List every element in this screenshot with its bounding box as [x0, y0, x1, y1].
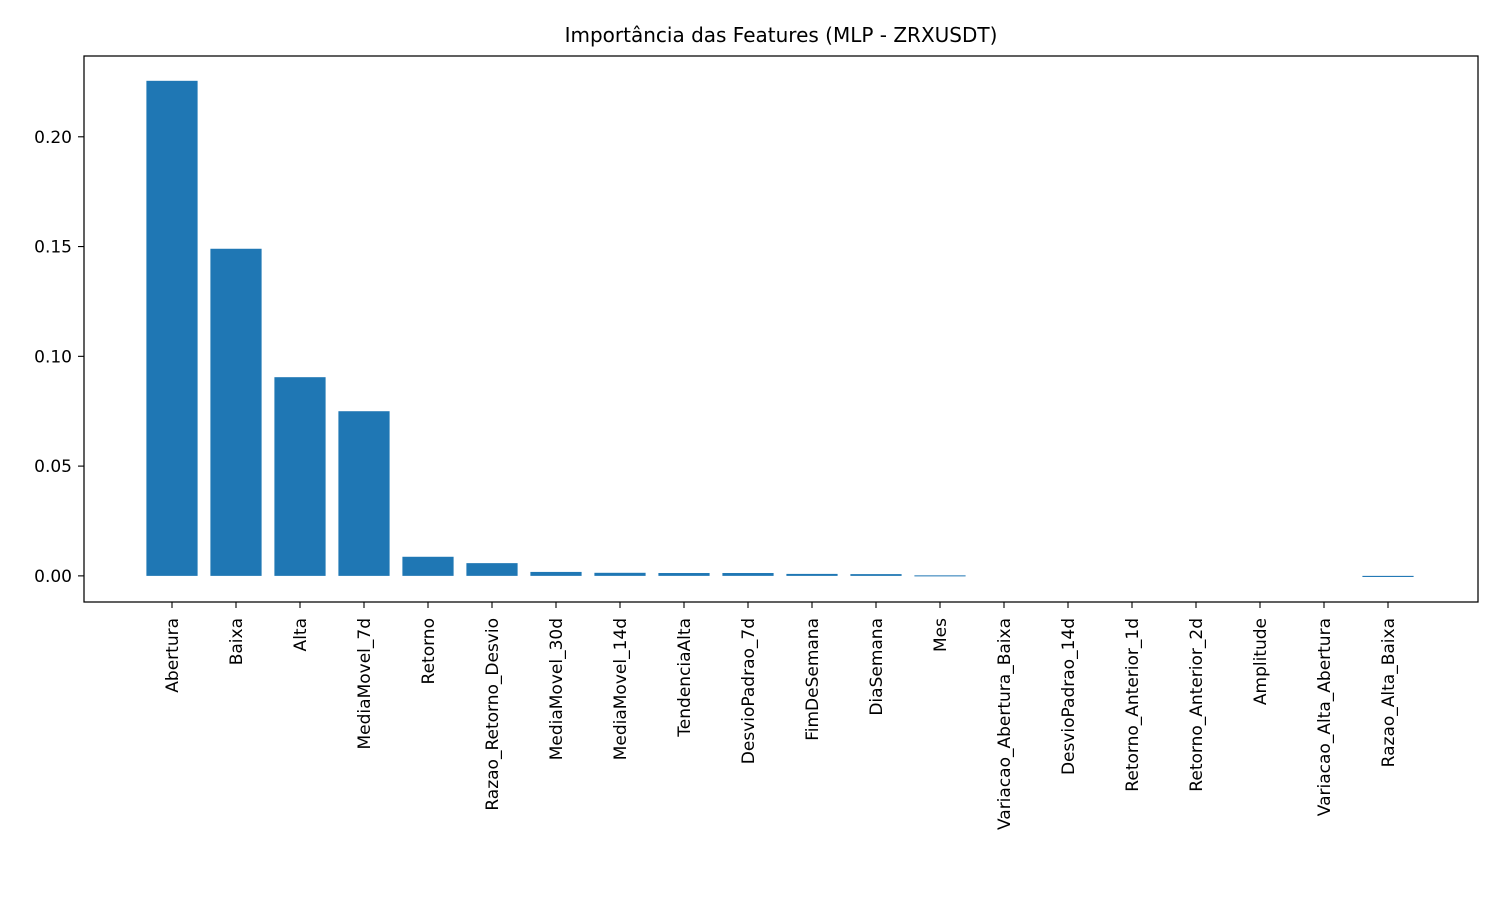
bar-Razao_Alta_Baixa — [1362, 575, 1414, 577]
x-tick-label: Variacao_Abertura_Baixa — [995, 618, 1015, 830]
bar-Razao_Retorno_Desvio — [466, 563, 518, 576]
x-tick-label: DiaSemana — [867, 618, 887, 716]
x-tick-label: Razao_Alta_Baixa — [1379, 618, 1399, 767]
bar-Abertura — [146, 80, 198, 576]
y-tick-label: 0.20 — [34, 128, 72, 148]
x-tick-label: MediaMovel_30d — [547, 618, 567, 760]
x-axis: Abertura Baixa Alta MediaMovel_7d Retorno Raz… — [163, 602, 1399, 830]
x-tick-label: Retorno_Anterior_1d — [1123, 618, 1143, 792]
y-tick-label: 0.10 — [34, 347, 72, 367]
plot-frame — [83, 55, 1479, 603]
bar-Mes — [914, 575, 966, 577]
bar-DiaSemana — [850, 574, 902, 576]
x-tick-label: Mes — [931, 618, 951, 652]
bar-Retorno — [402, 556, 454, 576]
y-tick-label: 0.15 — [34, 238, 72, 258]
x-tick-label: Retorno — [419, 618, 439, 684]
bar-FimDeSemana — [786, 573, 838, 576]
bar-MediaMovel_30d — [530, 571, 582, 576]
bar-MediaMovel_14d — [594, 572, 646, 576]
x-tick-label: Retorno_Anterior_2d — [1187, 618, 1207, 792]
y-axis: 0.00 0.05 0.10 0.15 0.20 — [34, 128, 84, 587]
x-tick-label: TendenciaAlta — [675, 618, 695, 738]
x-tick-label: Baixa — [227, 618, 247, 665]
x-tick-label: MediaMovel_7d — [355, 618, 375, 749]
x-tick-label: Variacao_Alta_Abertura — [1315, 618, 1335, 816]
bars-group — [146, 80, 1414, 577]
bar-Baixa — [210, 248, 262, 576]
bar-TendenciaAlta — [658, 573, 710, 576]
bar-MediaMovel_7d — [338, 411, 390, 576]
x-tick-label: MediaMovel_14d — [611, 618, 631, 760]
y-tick-label: 0.00 — [34, 567, 72, 587]
x-tick-label: Amplitude — [1251, 618, 1271, 705]
x-tick-label: DesvioPadrao_14d — [1059, 618, 1079, 775]
x-tick-label: Alta — [291, 618, 311, 651]
bar-Alta — [274, 377, 326, 576]
chart-title: Importância das Features (MLP - ZRXUSDT) — [565, 23, 998, 47]
bar-DesvioPadrao_7d — [722, 573, 774, 576]
x-tick-label: DesvioPadrao_7d — [739, 618, 759, 764]
x-tick-label: Razao_Retorno_Desvio — [483, 618, 503, 811]
x-tick-label: FimDeSemana — [803, 618, 823, 741]
x-tick-label: Abertura — [163, 618, 183, 693]
y-tick-label: 0.05 — [34, 457, 72, 477]
